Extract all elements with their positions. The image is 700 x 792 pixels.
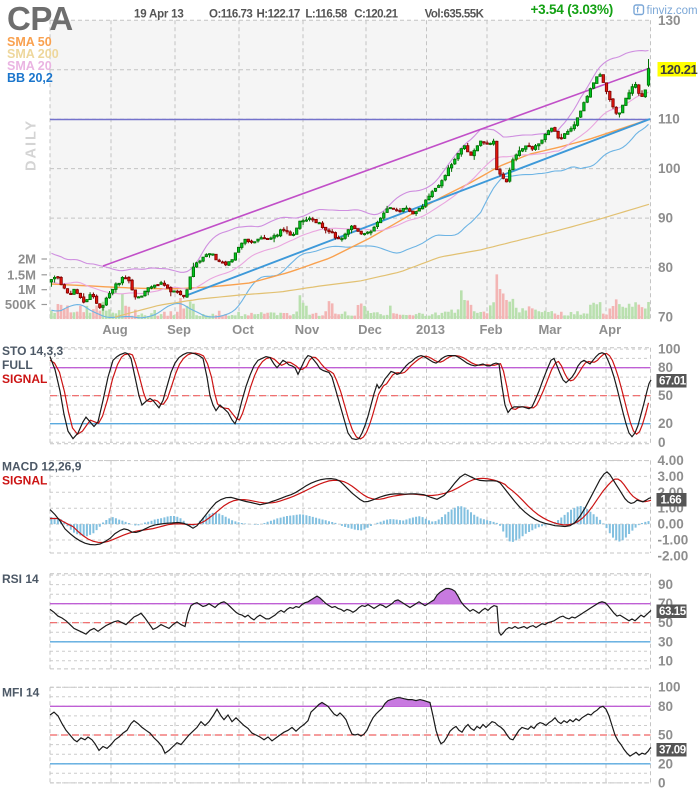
svg-text:90: 90	[658, 211, 673, 226]
svg-text:f: f	[636, 6, 639, 15]
svg-text:SMA 20: SMA 20	[7, 59, 52, 73]
svg-text:+3.54 (3.03%): +3.54 (3.03%)	[531, 2, 614, 17]
svg-text:CPA: CPA	[7, 0, 73, 37]
svg-text:0: 0	[658, 775, 666, 790]
svg-text:Feb: Feb	[479, 322, 502, 337]
svg-text:Sep: Sep	[167, 322, 191, 337]
svg-text:19 Apr 13: 19 Apr 13	[134, 9, 184, 21]
svg-text:10: 10	[658, 653, 673, 668]
svg-text:-1.00: -1.00	[658, 533, 689, 548]
svg-text:SMA 200: SMA 200	[7, 47, 59, 61]
svg-text:BB 20,2: BB 20,2	[7, 71, 53, 85]
svg-text:1.5M: 1.5M	[7, 267, 36, 282]
svg-text:3.00: 3.00	[658, 469, 684, 484]
svg-text:50: 50	[658, 615, 673, 630]
svg-text:100: 100	[658, 680, 681, 695]
svg-text:STO 14,3,3: STO 14,3,3	[2, 344, 63, 358]
svg-text:H:122.17: H:122.17	[257, 9, 300, 21]
svg-text:2013: 2013	[416, 322, 445, 337]
svg-text:Vol:635.55K: Vol:635.55K	[425, 9, 485, 21]
svg-text:20: 20	[658, 416, 673, 431]
svg-text:1M: 1M	[18, 282, 36, 297]
svg-text:Apr: Apr	[599, 322, 621, 337]
svg-text:O:116.73: O:116.73	[209, 9, 252, 21]
svg-text:500K: 500K	[5, 297, 37, 312]
svg-text:80: 80	[658, 699, 673, 714]
svg-text:SMA 50: SMA 50	[7, 35, 52, 49]
svg-text:Oct: Oct	[232, 322, 254, 337]
svg-text:Dec: Dec	[358, 322, 382, 337]
svg-text:50: 50	[658, 388, 673, 403]
svg-text:120.21: 120.21	[660, 62, 698, 77]
svg-text:37.09: 37.09	[659, 745, 686, 757]
svg-text:SIGNAL: SIGNAL	[2, 474, 47, 488]
svg-text:-2.00: -2.00	[658, 548, 689, 563]
svg-text:RSI 14: RSI 14	[2, 572, 39, 586]
svg-text:80: 80	[658, 260, 673, 275]
svg-text:MACD 12,26,9: MACD 12,26,9	[2, 460, 82, 474]
svg-text:30: 30	[658, 634, 673, 649]
svg-text:L:116.58: L:116.58	[305, 9, 347, 21]
svg-text:90: 90	[658, 577, 673, 592]
svg-text:SIGNAL: SIGNAL	[2, 372, 47, 386]
svg-text:4.00: 4.00	[658, 453, 684, 468]
svg-text:67.01: 67.01	[659, 376, 687, 388]
svg-text:100: 100	[658, 161, 681, 176]
svg-text:finviz.com: finviz.com	[647, 5, 698, 17]
svg-text:2M: 2M	[18, 252, 36, 267]
svg-text:C:120.21: C:120.21	[354, 9, 398, 21]
svg-text:MFI 14: MFI 14	[2, 686, 40, 700]
svg-text:50: 50	[658, 728, 673, 743]
svg-text:63.15: 63.15	[659, 606, 687, 618]
svg-text:100: 100	[658, 342, 681, 357]
svg-text:Aug: Aug	[102, 322, 127, 337]
svg-text:1.66: 1.66	[661, 495, 682, 507]
svg-text:130: 130	[658, 13, 681, 28]
svg-text:0: 0	[658, 435, 666, 450]
svg-text:DAILY: DAILY	[24, 119, 40, 171]
svg-text:Mar: Mar	[538, 322, 561, 337]
svg-text:70: 70	[658, 310, 673, 325]
svg-text:80: 80	[658, 360, 673, 375]
svg-text:Nov: Nov	[295, 322, 320, 337]
svg-text:0.00: 0.00	[658, 517, 684, 532]
svg-text:FULL: FULL	[2, 358, 33, 372]
svg-text:20: 20	[658, 756, 673, 771]
svg-text:110: 110	[658, 112, 680, 127]
